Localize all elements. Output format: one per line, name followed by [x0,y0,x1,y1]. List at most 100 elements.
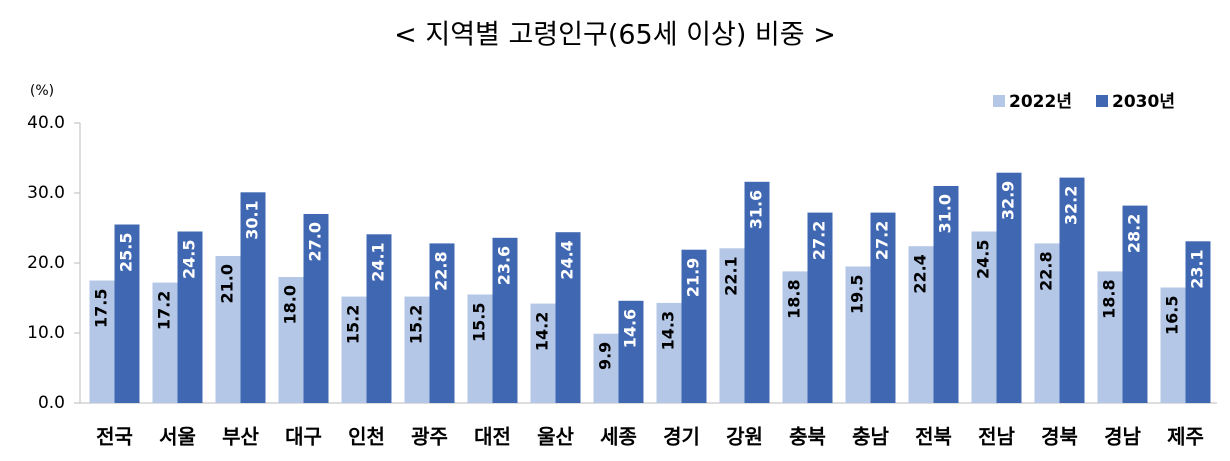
bar [845,266,871,403]
data-label: 25.5 [117,233,136,272]
data-label: 22.4 [911,254,930,293]
bar [114,224,140,403]
data-label: 27.2 [873,221,892,260]
x-tick-label: 충남 [852,425,889,449]
data-label: 24.1 [369,242,388,281]
y-tick-label: 10.0 [27,323,65,343]
data-label: 23.6 [495,246,514,285]
x-tick-label: 울산 [537,425,574,449]
data-label: 27.0 [306,222,325,261]
x-tick-label: 광주 [411,425,448,449]
x-tick-label: 충북 [789,425,826,449]
bar [89,280,115,403]
bar [782,271,808,403]
x-tick-label: 경남 [1104,425,1141,449]
data-label: 21.9 [684,258,703,297]
x-tick-label: 전남 [978,425,1015,449]
data-label: 17.2 [155,291,174,330]
bar [240,192,266,403]
legend-label: 2022년 [1009,92,1072,112]
bar [807,212,833,403]
y-tick-label: 20.0 [27,253,65,273]
data-label: 14.3 [659,311,678,350]
x-tick-label: 강원 [726,425,763,449]
data-label: 18.0 [281,285,300,324]
data-label: 15.2 [407,305,426,344]
data-label: 14.6 [621,309,640,348]
data-label: 32.9 [999,181,1018,220]
bar [1034,243,1060,403]
chart-title: < 지역별 고령인구(65세 이상) 비중 > [394,20,836,51]
bar [933,186,959,403]
bar [1059,177,1085,403]
x-tick-label: 서울 [159,425,196,449]
bar [996,172,1022,403]
y-tick-label: 40.0 [27,113,65,133]
y-tick-label: 0.0 [38,393,65,413]
data-label: 27.2 [810,221,829,260]
x-tick-label: 경북 [1041,425,1078,449]
x-tick-label: 대구 [285,425,322,449]
y-tick-label: 30.0 [27,183,65,203]
bar [492,237,518,403]
data-label: 24.5 [180,240,199,279]
data-label: 18.8 [1100,279,1119,318]
y-unit: (%) [30,83,54,99]
bar [744,181,770,403]
bar [467,294,493,403]
data-label: 9.9 [596,342,615,370]
bar [719,248,745,403]
data-label: 15.5 [470,303,489,342]
data-label: 32.2 [1062,186,1081,225]
bar [971,231,997,403]
bar [366,234,392,403]
x-tick-label: 부산 [222,425,259,449]
bar [341,296,367,403]
x-tick-label: 경기 [663,425,700,449]
data-label: 22.8 [432,251,451,290]
x-tick-label: 전국 [96,425,133,449]
x-tick-label: 대전 [474,425,511,449]
bar [303,214,329,403]
x-tick-label: 세종 [600,425,637,449]
data-label: 22.1 [722,256,741,295]
bar [908,246,934,403]
bar [152,282,178,403]
data-label: 24.4 [558,240,577,279]
data-label: 24.5 [974,240,993,279]
bar [681,249,707,403]
data-label: 15.2 [344,305,363,344]
bar [1097,271,1123,403]
bar [404,296,430,403]
bar [555,232,581,403]
bar [278,277,304,403]
data-label: 14.2 [533,312,552,351]
bar [1160,287,1186,403]
data-label: 28.2 [1125,214,1144,253]
bar [656,302,682,403]
data-label: 30.1 [243,200,262,239]
bar [1122,205,1148,403]
bar [177,231,203,403]
data-label: 19.5 [848,275,867,314]
bar [429,243,455,403]
bar [215,256,241,403]
data-label: 31.0 [936,194,955,233]
x-tick-label: 인천 [348,425,385,449]
bar [1185,241,1211,403]
data-label: 16.5 [1163,296,1182,335]
bar [593,333,619,403]
data-label: 17.5 [92,289,111,328]
x-tick-label: 전북 [915,425,952,449]
x-tick-label: 제주 [1167,425,1204,449]
legend-swatch [1096,95,1108,107]
data-label: 31.6 [747,190,766,229]
bar [530,303,556,403]
data-label: 21.0 [218,264,237,303]
bar [870,212,896,403]
data-label: 22.8 [1037,251,1056,290]
legend-label: 2030년 [1112,92,1175,112]
legend-swatch [993,95,1005,107]
